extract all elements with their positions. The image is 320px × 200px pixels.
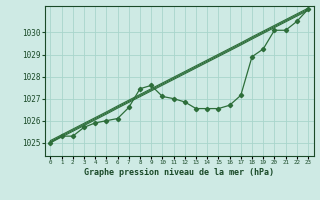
- X-axis label: Graphe pression niveau de la mer (hPa): Graphe pression niveau de la mer (hPa): [84, 168, 274, 177]
